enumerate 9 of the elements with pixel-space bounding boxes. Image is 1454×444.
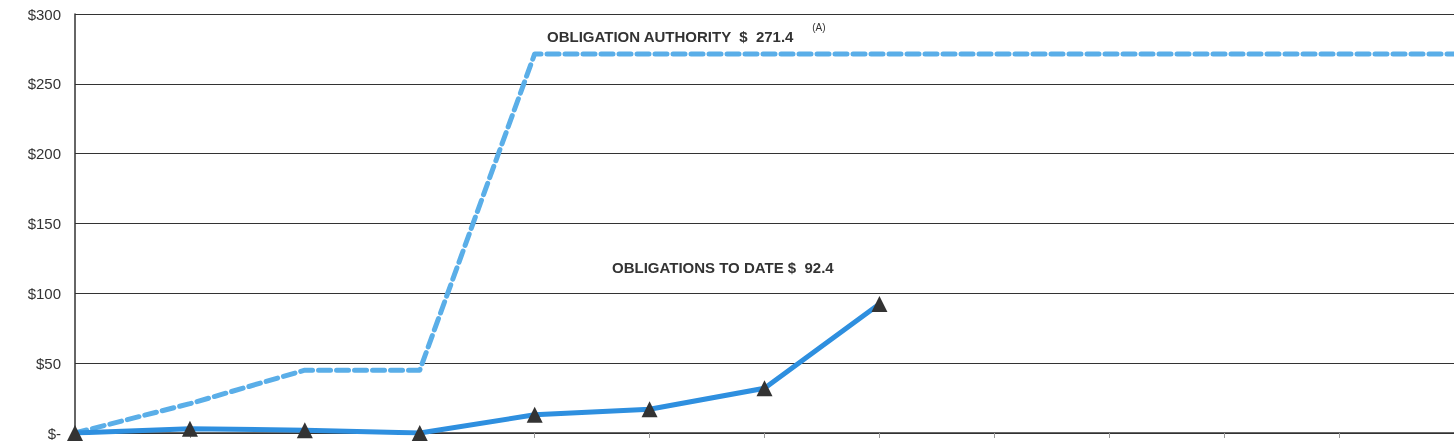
y-tick-label: $-	[47, 424, 61, 442]
y-tick-label: $50	[35, 354, 61, 372]
y-tick-label: $100	[27, 284, 61, 302]
annotation: OBLIGATIONS TO DATE $ 92.4	[612, 259, 835, 276]
text: OBLIGATION AUTHORITY $ 271.4(A)	[547, 21, 826, 45]
y-tick-label: $200	[27, 145, 61, 163]
y-tick-label: $300	[27, 5, 61, 23]
y-tick-label: $250	[27, 75, 61, 93]
y-tick-label: $150	[27, 215, 61, 232]
